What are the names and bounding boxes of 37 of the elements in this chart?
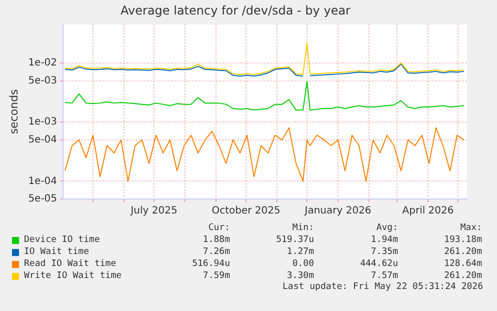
text: 3.30m (286, 270, 314, 282)
legend-label: Device IO time (24, 234, 101, 246)
y-tick-label: 1e-03 (28, 116, 58, 128)
y-axis-title: seconds (7, 88, 20, 134)
text: 261.20m (443, 246, 482, 258)
y-tick-label: 5e-03 (28, 75, 58, 86)
y-tick-label: 5e-05 (28, 194, 58, 205)
text: 516.94u (191, 258, 230, 270)
y-tick-label: 5e-04 (28, 134, 58, 146)
legend-label: Write IO Wait time (24, 270, 123, 282)
text: 193.18m (443, 234, 482, 246)
legend-label: Read IO Wait time (24, 258, 118, 270)
text: Min: (291, 222, 314, 234)
x-tick-label: July 2025 (130, 206, 178, 217)
text: 1.94m (370, 234, 398, 246)
text: 0.00 (291, 258, 314, 270)
y-tick-label: 1e-04 (28, 176, 58, 187)
text: Cur: (207, 222, 230, 234)
y-tick-label: 1e-02 (28, 58, 58, 69)
text: 128.64m (443, 258, 482, 270)
legend-label: IO Wait time (24, 246, 90, 258)
x-tick-label: January 2026 (304, 206, 372, 217)
x-tick-label: October 2025 (212, 206, 280, 217)
text: 1.27m (286, 246, 314, 258)
text: Max: (459, 222, 482, 234)
text: 7.35m (370, 246, 398, 258)
text: Avg: (375, 222, 398, 234)
chart-title: Average latency for /dev/sda - by year (120, 3, 351, 18)
text: 7.59m (202, 270, 230, 282)
text: 7.57m (370, 270, 398, 282)
text: 1.88m (202, 234, 230, 246)
text: 519.37u (275, 234, 314, 246)
text: 444.62u (359, 258, 398, 270)
x-tick-label: April 2026 (402, 206, 454, 217)
text: 7.26m (202, 246, 230, 258)
text: Last update: Fri May 22 05:31:24 2026 (282, 282, 483, 292)
text: 261.20m (443, 270, 482, 282)
